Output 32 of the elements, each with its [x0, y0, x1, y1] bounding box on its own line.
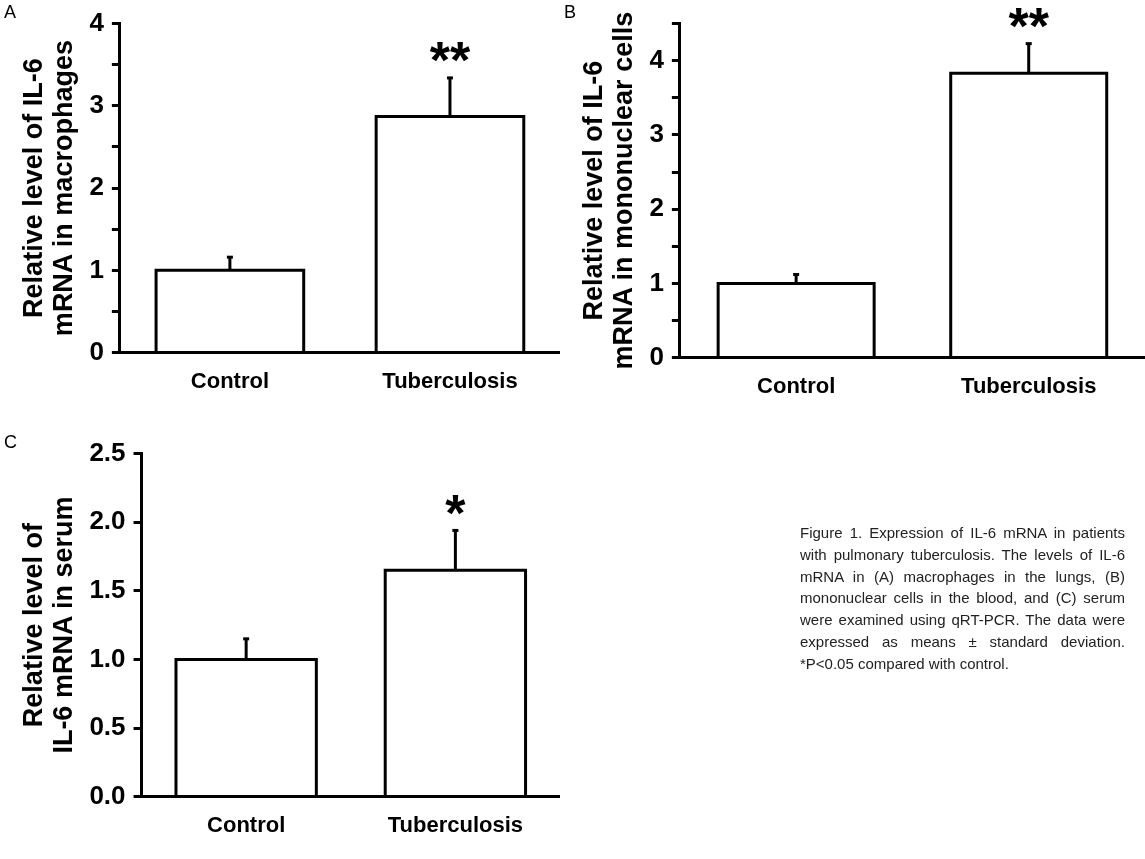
annotation: * — [445, 483, 467, 542]
y-tick-label: 4 — [89, 6, 105, 37]
annotation: ** — [1008, 0, 1050, 55]
y-tick-label: 3 — [649, 118, 664, 149]
y-tick-label: 2.5 — [89, 436, 126, 467]
y-tick-label: 0 — [89, 335, 104, 366]
y-tick-label: 0.5 — [89, 711, 126, 742]
y-tick-label: 2.0 — [89, 505, 126, 536]
x-tick-label: Control — [757, 372, 836, 398]
y-tick-label: 1.0 — [89, 642, 126, 673]
y-tick-label: 4 — [649, 43, 665, 74]
y-tick-label: 0 — [649, 340, 664, 371]
y-tick-label: 1 — [89, 253, 104, 284]
chart-title: B — [564, 2, 577, 23]
x-tick-label: Control — [207, 811, 286, 837]
y-tick-label: 1.5 — [89, 573, 126, 604]
chart-title: C — [4, 432, 17, 453]
y-axis-title: Relative level of IL-6 mRNA in serum — [18, 496, 78, 754]
y-tick-label: 1 — [649, 266, 664, 297]
annotation: ** — [429, 31, 471, 90]
x-tick-label: Tuberculosis — [382, 367, 518, 393]
y-tick-label: 2 — [89, 171, 104, 202]
caption: Figure 1. Expression of IL-6 mRNA in patients with pulmonary tuberculosis. The levels of IL-6 mRNA in (A) macrophages in the lungs, (B) mononuclear cells in the blood, and (C) serum were examined using qRT-PCR. The data were expressed as means ± standard deviation. *P<0.05 compared with control. — [800, 523, 1125, 674]
y-tick-label: 2 — [649, 192, 664, 223]
x-tick-label: Tuberculosis — [387, 811, 524, 837]
x-tick-label: Control — [190, 367, 269, 393]
y-tick-label: 0.0 — [89, 779, 126, 810]
y-axis-title: Relative level of IL-6 mRNA in mononuclear cells — [578, 11, 638, 370]
chart-title: A — [4, 2, 17, 23]
y-axis-title: Relative level of IL-6 mRNA in macrophages — [18, 40, 78, 337]
y-tick-label: 3 — [89, 89, 104, 120]
x-tick-label: Tuberculosis — [961, 372, 1097, 398]
